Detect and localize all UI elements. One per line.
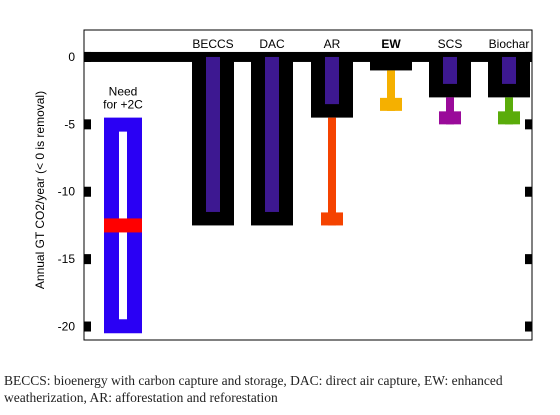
category-label: EW <box>381 37 401 51</box>
caption: BECCS: bioenergy with carbon capture and… <box>4 373 503 405</box>
zero-line <box>84 51 532 62</box>
range-cap-SCS <box>439 111 461 125</box>
inner-bar-BECCS <box>206 56 220 212</box>
range-cap-Biochar <box>498 111 520 125</box>
plot-frame <box>83 29 533 341</box>
y-tick-left <box>84 119 91 130</box>
y-tick-left <box>84 321 91 332</box>
y-tick-left <box>84 254 91 265</box>
range-stem-SCS <box>446 97 454 125</box>
inner-bar-SCS <box>443 56 457 84</box>
y-tick-label: -20 <box>58 320 76 334</box>
need-label-line2: for +2C <box>103 98 143 112</box>
category-label: BECCS <box>192 37 233 51</box>
outer-bar-EW <box>370 56 412 71</box>
y-tick-label: -10 <box>58 185 76 199</box>
range-stem-EW <box>387 70 395 111</box>
y-tick-right <box>525 254 532 265</box>
range-cap-AR <box>321 212 343 226</box>
need-midpoint <box>104 218 142 233</box>
inner-bar-AR <box>325 56 339 105</box>
range-cap-EW <box>380 97 402 111</box>
y-axis-label: Annual GT CO2/year (< 0 is removal) <box>33 91 47 289</box>
inner-bar-Biochar <box>502 56 516 84</box>
need-label-line1: Need <box>109 85 138 99</box>
y-tick-right <box>525 321 532 332</box>
y-tick-label: -15 <box>58 252 76 266</box>
y-tick-right <box>525 186 532 197</box>
y-tick-label: -5 <box>64 117 75 131</box>
y-tick-right <box>525 119 532 130</box>
y-tick-label: 0 <box>68 50 75 64</box>
y-tick-left <box>84 186 91 197</box>
category-label: DAC <box>259 37 285 51</box>
range-stem-Biochar <box>505 97 513 125</box>
y-tick-left <box>84 51 91 62</box>
category-label: SCS <box>438 37 463 51</box>
range-stem-AR <box>328 117 336 226</box>
inner-bar-DAC <box>265 56 279 212</box>
category-label: Biochar <box>489 37 530 51</box>
category-label: AR <box>324 37 341 51</box>
